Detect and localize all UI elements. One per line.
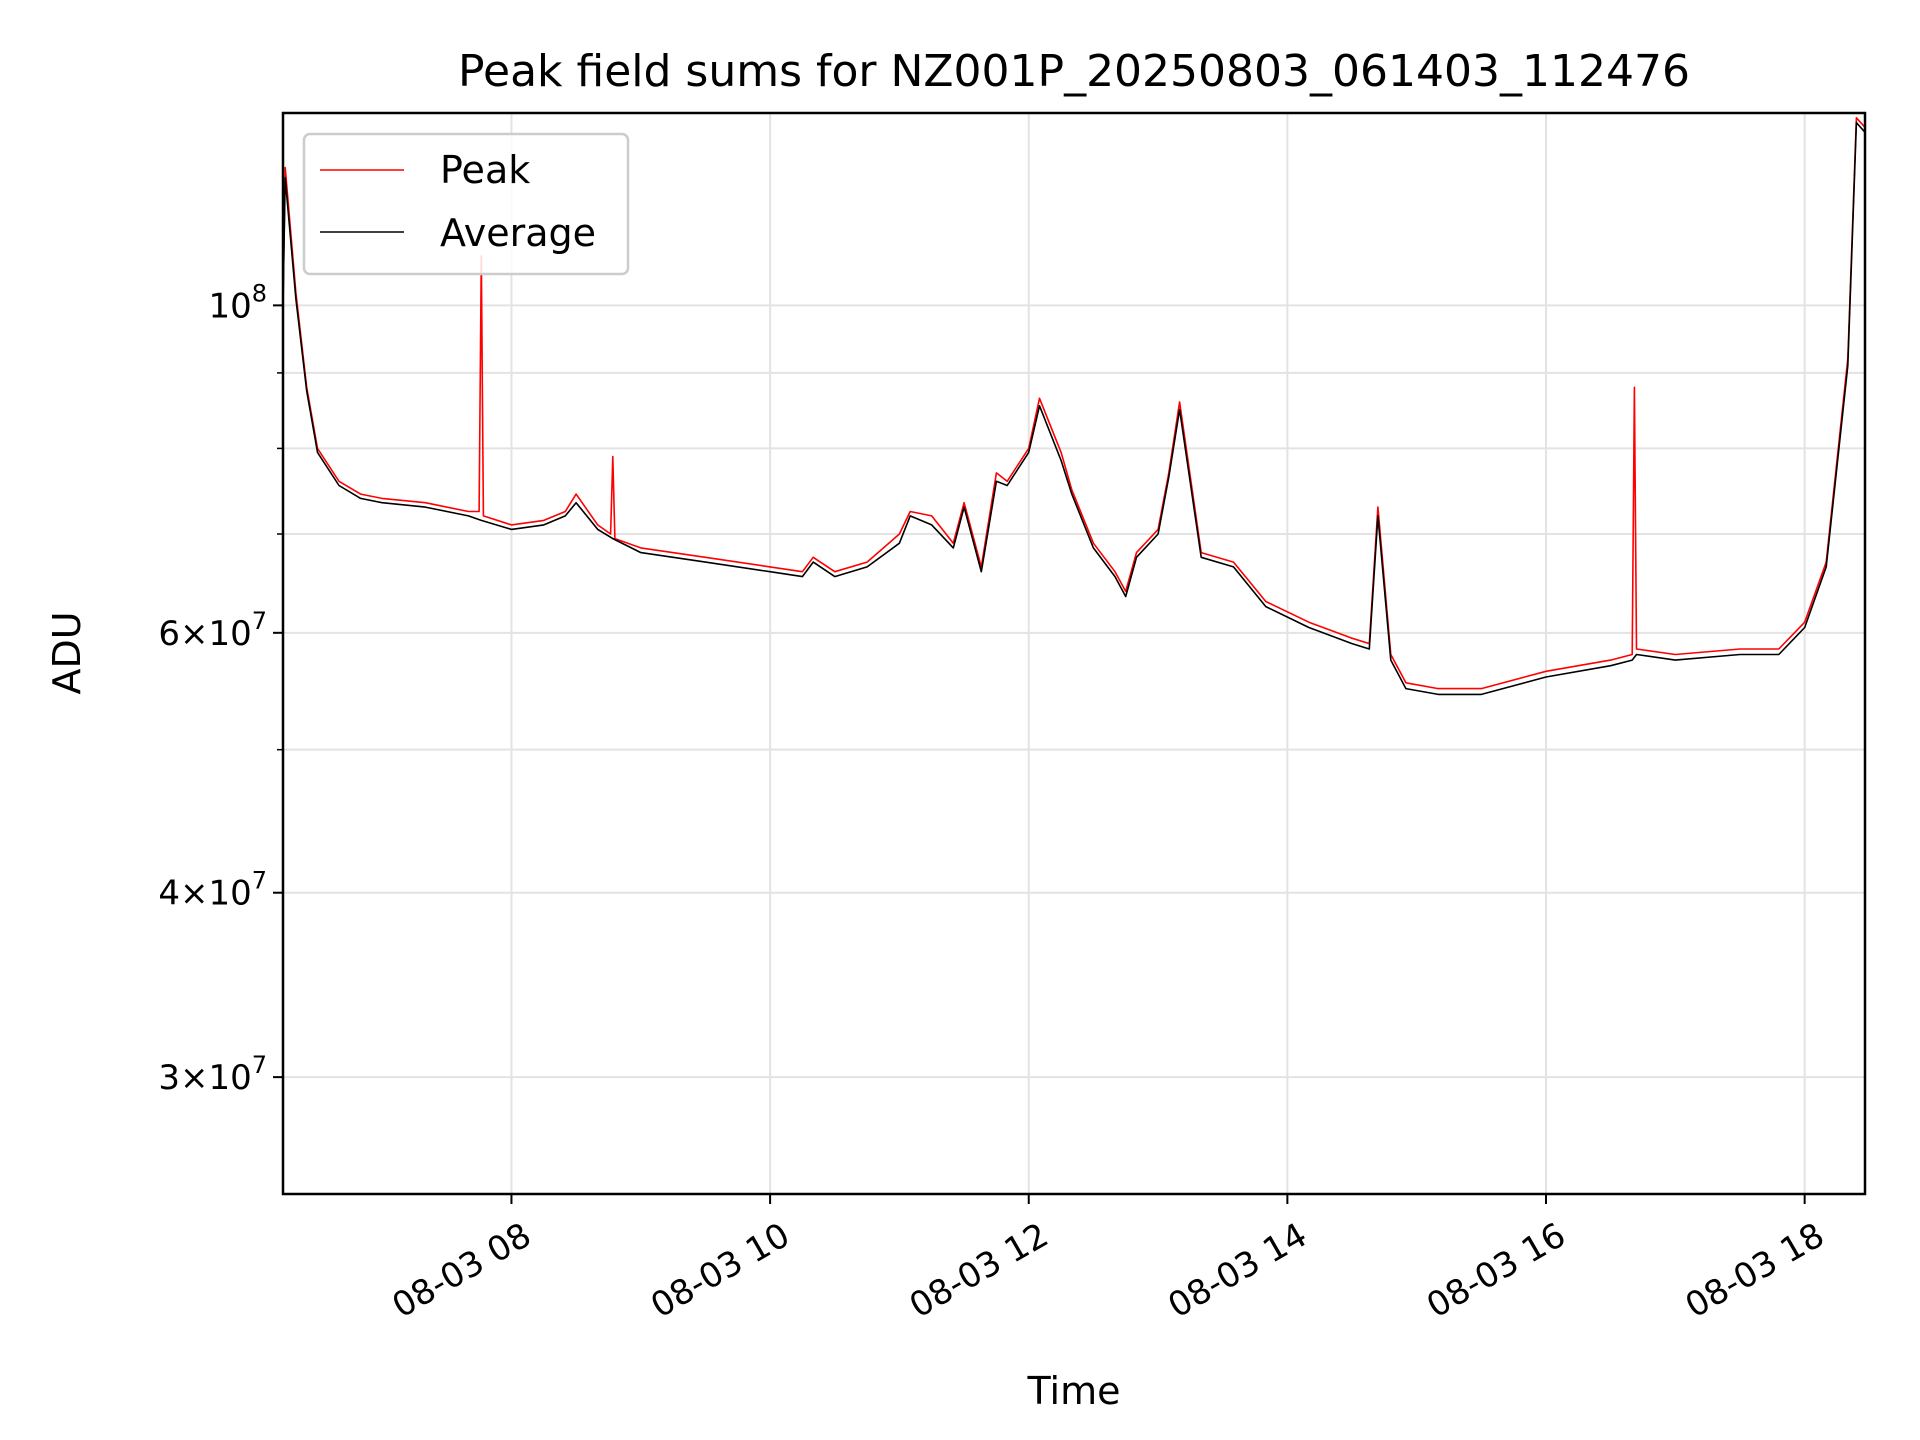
y-tick-label: 6×107: [158, 607, 267, 654]
legend-average-label: Average: [440, 211, 596, 255]
y-tick-label: 108: [208, 279, 267, 326]
legend-peak-label: Peak: [440, 148, 530, 192]
plot-frame: [281, 111, 1867, 1196]
series-line-average: [282, 121, 1866, 696]
chart-title: Peak field sums for NZ001P_20250803_0614…: [458, 46, 1690, 97]
grid: [283, 113, 1865, 1194]
y-tick-label: 3×107: [158, 1051, 267, 1098]
x-axis-label: Time: [1027, 1369, 1121, 1413]
legend: Peak Average: [302, 132, 630, 276]
y-axis: 3×107 4×107 6×107 108: [158, 279, 283, 1098]
y-tick-label: 4×107: [158, 867, 267, 914]
series-layer: [282, 117, 1866, 696]
series-line-peak: [282, 117, 1866, 690]
legend-box: [302, 132, 630, 276]
y-axis-label: ADU: [45, 611, 89, 694]
